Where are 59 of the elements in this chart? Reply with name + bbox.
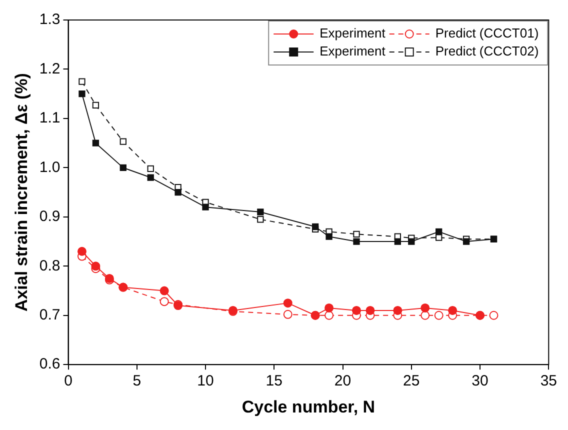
- point: [160, 286, 169, 296]
- point: [257, 216, 264, 223]
- x-tick-label: 25: [403, 372, 420, 390]
- point: [408, 238, 415, 245]
- point: [394, 238, 401, 245]
- point: [434, 310, 444, 320]
- y-tick-label: 1.1: [39, 110, 60, 127]
- point: [462, 238, 470, 245]
- point: [353, 238, 360, 245]
- legend-label: Predict (CCCT02): [435, 44, 539, 59]
- point: [324, 303, 334, 312]
- point: [312, 223, 319, 230]
- y-tick-label: 1.2: [39, 60, 60, 78]
- point: [78, 90, 86, 98]
- y-tick-label: 0.8: [39, 257, 60, 274]
- point: [353, 230, 360, 238]
- y-tick-label: 0.6: [39, 356, 60, 373]
- x-tick-label: 15: [266, 372, 282, 390]
- x-tick-label: 10: [197, 372, 214, 390]
- point: [436, 234, 442, 241]
- x-axis-title: Cycle number, N: [242, 397, 376, 416]
- x-tick-label: 0: [64, 372, 72, 390]
- point: [120, 164, 126, 172]
- x-tick-label: 35: [540, 372, 557, 390]
- y-tick-label: 0.7: [39, 306, 60, 324]
- point: [77, 246, 86, 256]
- point: [120, 138, 126, 145]
- point: [160, 297, 169, 306]
- legend-label: Experiment: [320, 44, 386, 59]
- point: [420, 310, 430, 320]
- y-tick-label: 0.9: [39, 208, 60, 226]
- x-tick-label: 30: [472, 372, 488, 390]
- point: [489, 310, 498, 320]
- point: [174, 188, 182, 196]
- point: [436, 228, 442, 236]
- point: [366, 306, 375, 315]
- point: [78, 78, 86, 85]
- legend-label: Predict (CCCT01): [435, 26, 539, 41]
- point: [352, 306, 361, 315]
- point: [257, 208, 264, 216]
- x-tick-label: 20: [334, 372, 352, 390]
- point: [92, 140, 100, 146]
- point: [92, 102, 100, 108]
- point: [202, 204, 209, 210]
- y-tick-label: 1.0: [39, 158, 60, 176]
- point: [147, 174, 154, 181]
- point: [448, 306, 458, 315]
- point: [283, 310, 292, 319]
- y-axis-title: Axial strain increment, Δε (%): [12, 73, 31, 312]
- point: [326, 233, 332, 240]
- legend-label: Experiment: [320, 26, 386, 41]
- y-tick-label: 1.3: [39, 11, 60, 28]
- point: [393, 306, 402, 315]
- point: [420, 303, 430, 312]
- point: [91, 262, 100, 271]
- point: [324, 310, 334, 320]
- point: [283, 298, 292, 308]
- point: [147, 165, 154, 172]
- x-tick-label: 5: [132, 372, 142, 390]
